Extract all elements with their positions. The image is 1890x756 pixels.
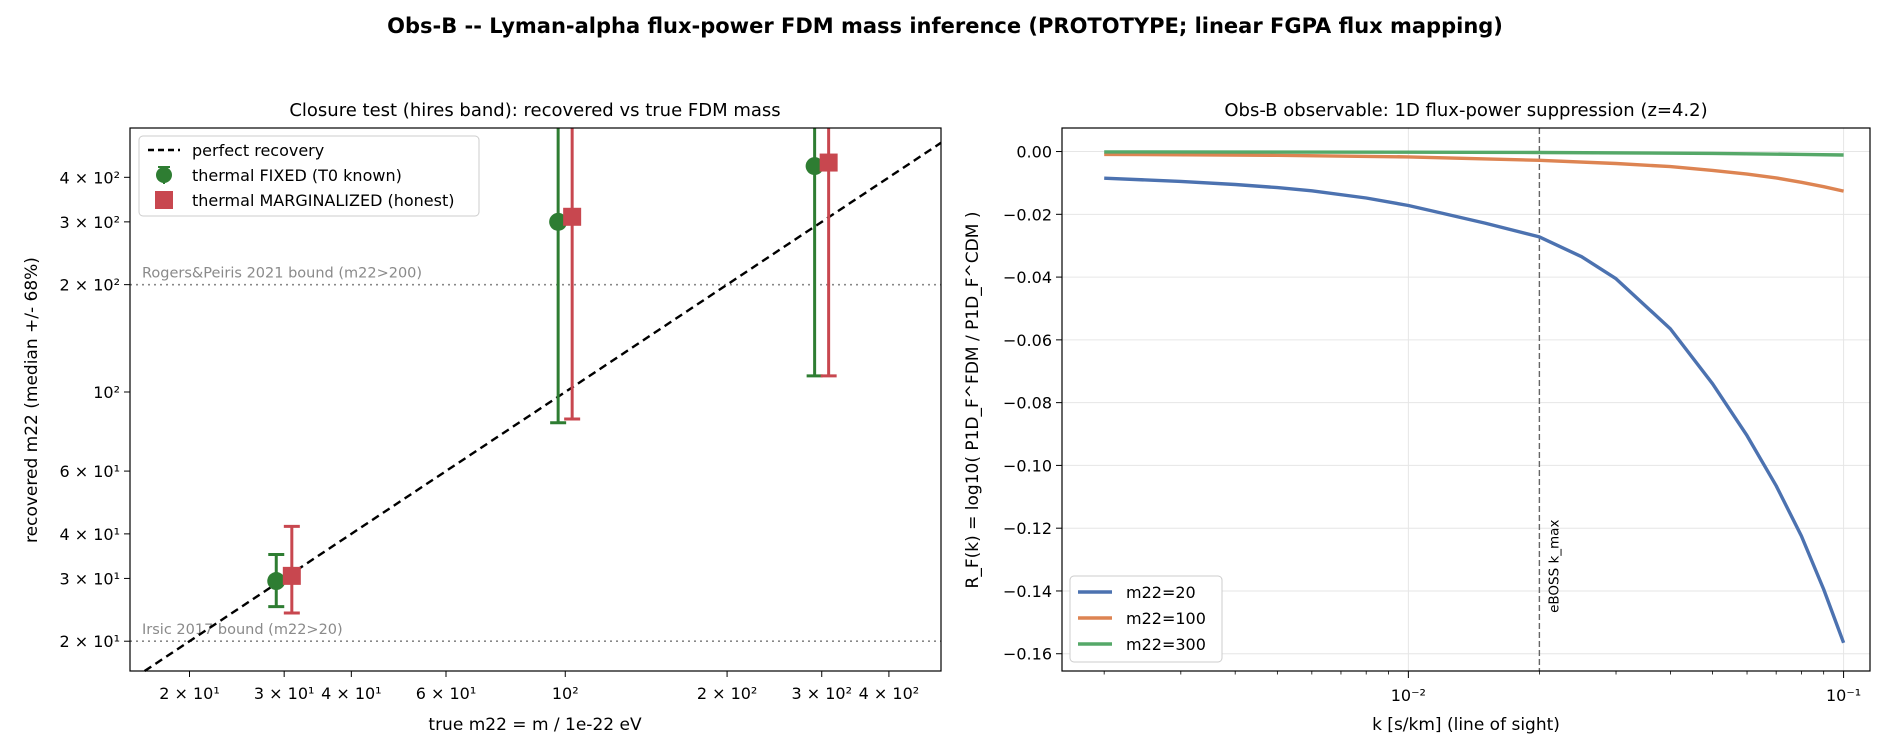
flux-power-title: Obs-B observable: 1D flux-power suppress… [1224,100,1707,121]
closure-x-tick-label: 2 × 10² [697,684,758,703]
figure-title: Obs-B -- Lyman-alpha flux-power FDM mass… [387,14,1503,38]
flux-y-tick-label: −0.08 [1003,394,1052,413]
closure-test-title: Closure test (hires band): recovered vs … [289,100,780,121]
legend-marginalized: thermal MARGINALIZED (honest) [192,191,455,210]
fixed-point [267,572,286,591]
series-line [1104,152,1844,193]
flux-y-tick-label: −0.06 [1003,331,1052,350]
closure-y-tick-label: 2 × 10² [59,276,120,295]
closure-legend: perfect recovery thermal FIXED (T0 known… [138,135,480,217]
flux-y-tick-label: −0.10 [1003,456,1052,475]
legend-fixed-marker [156,167,172,183]
series-line [1104,176,1846,644]
flux-y-tick-label: −0.16 [1003,645,1052,664]
closure-x-tick-label: 4 × 10² [859,684,920,703]
flux-y-tick-label: −0.02 [1003,205,1052,224]
flux-x-tick-label: 10⁻² [1391,686,1426,705]
closure-y-tick-label: 3 × 10¹ [59,569,120,588]
flux-x-tick-label: 10⁻¹ [1826,686,1861,705]
flux-legend-label: m22=20 [1126,583,1196,602]
closure-y-ticks: 2 × 10¹ 3 × 10¹ 4 × 10¹ 6 × 10¹ 10² 2 × 10² 3 … [59,168,130,651]
flux-x-ticks: 10⁻² 10⁻¹ [1103,671,1861,705]
flux-legend-label: m22=100 [1126,609,1206,628]
bound-label: Rogers&Peiris 2021 bound (m22>200) [142,266,422,282]
eboss-kmax-line: eBOSS k_max [1538,128,1562,671]
series-line [1104,150,1844,157]
closure-y-tick-label: 6 × 10¹ [59,462,120,481]
closure-x-tick-label: 3 × 10¹ [254,684,315,703]
closure-y-tick-label: 2 × 10¹ [59,632,120,651]
flux-x-label: k [s/km] (line of sight) [1372,715,1560,735]
bound-label: Irsic 2017 bound (m22>20) [142,622,343,638]
closure-x-label: true m22 = m / 1e-22 eV [428,715,642,735]
flux-y-tick-label: −0.14 [1003,582,1052,601]
legend-marginalized-swatch [155,191,173,209]
perfect-recovery-diagonal [143,141,942,673]
closure-x-tick-label: 6 × 10¹ [416,684,477,703]
bound-lines: Rogers&Peiris 2021 bound (m22>200) Irsic … [130,266,941,643]
closure-plot-frame [129,127,942,672]
flux-power-panel: Obs-B observable: 1D flux-power suppress… [963,100,1871,735]
closure-data-marks [267,128,838,615]
closure-test-panel: Closure test (hires band): recovered vs … [22,100,942,735]
flux-y-tick-label: −0.04 [1003,268,1052,287]
closure-x-tick-label: 10² [552,684,579,703]
flux-plot-frame [1061,127,1871,672]
flux-grid [1062,128,1870,671]
closure-x-tick-label: 2 × 10¹ [159,684,220,703]
closure-y-tick-label: 4 × 10¹ [59,525,120,544]
marginalized-point [563,207,582,226]
marginalized-point [819,153,838,172]
flux-legend: m22=20 m22=100 m22=300 [1069,575,1223,663]
fixed-point [549,212,568,231]
flux-y-tick-label: −0.12 [1003,519,1052,538]
flux-y-ticks: 0.00 −0.02 −0.04 −0.06 −0.08 −0.10 −0.12 −0.14 −… [1003,143,1062,664]
flux-legend-label: m22=300 [1126,635,1206,654]
closure-x-tick-label: 4 × 10¹ [321,684,382,703]
eboss-kmax-label: eBOSS k_max [1546,520,1562,613]
flux-series-lines [1104,150,1846,644]
closure-y-label: recovered m22 (median +/- 68%) [22,257,42,543]
closure-x-ticks: 2 × 10¹ 3 × 10¹ 4 × 10¹ 6 × 10¹ 10² 2 × 10² 3 … [159,671,919,703]
legend-marginalized-marker [155,191,173,209]
legend-perfect-recovery: perfect recovery [192,141,324,160]
flux-y-tick-label: 0.00 [1016,143,1052,162]
closure-x-tick-label: 3 × 10² [791,684,852,703]
flux-y-label: R_F(k) = log10( P1D_F^FDM / P1D_F^CDM ) [963,212,983,589]
perfect-recovery-line [143,141,942,673]
marginalized-point [282,566,301,585]
closure-y-tick-label: 10² [93,383,120,402]
closure-y-tick-label: 4 × 10² [59,168,120,187]
legend-fixed: thermal FIXED (T0 known) [192,166,402,185]
closure-y-tick-label: 3 × 10² [59,213,120,232]
legend-fixed-swatch [156,166,172,184]
fixed-point [805,157,824,176]
